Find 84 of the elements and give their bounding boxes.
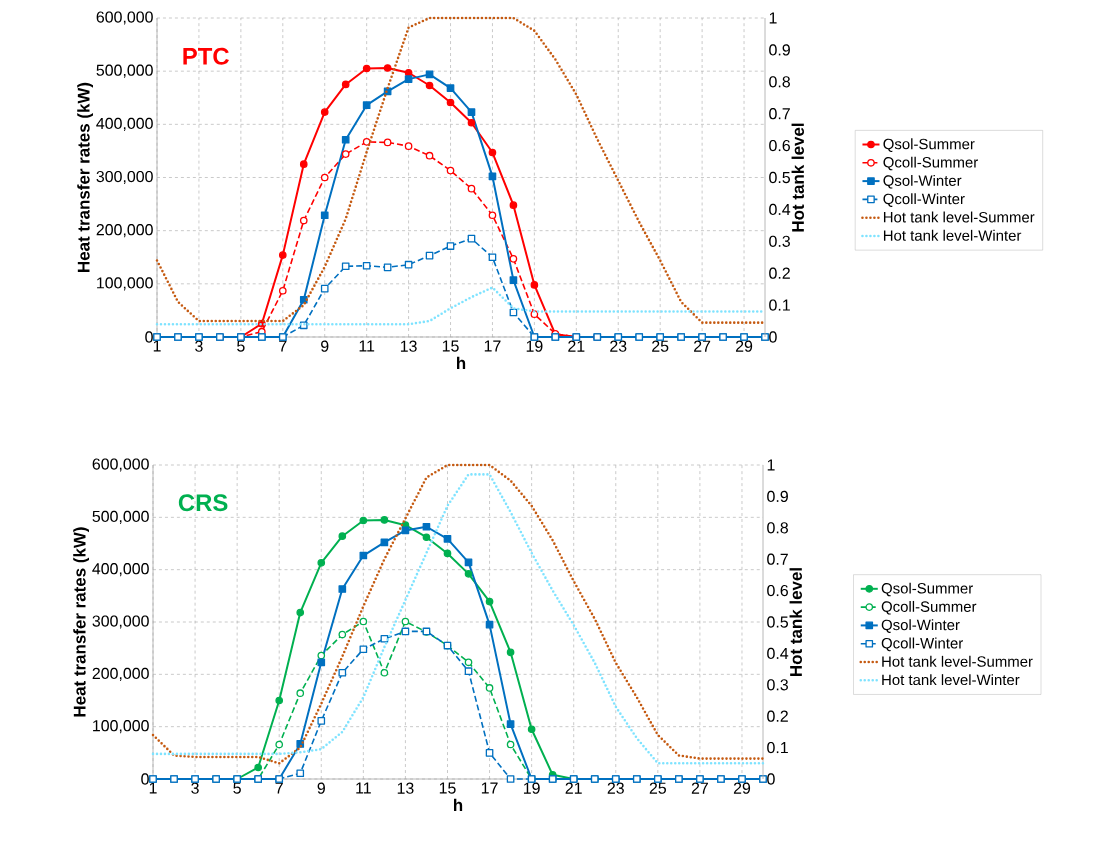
x-tick-label: 1 xyxy=(149,782,157,794)
x-tick-label: 27 xyxy=(691,782,708,794)
y2-tick-label: 1 xyxy=(769,12,777,24)
x-tick-label: 17 xyxy=(484,340,501,352)
legend-label: Hot tank level-Summer xyxy=(883,211,1035,223)
legend-label: Qcoll-Summer xyxy=(883,156,978,171)
legend-label: Qsol-Winter xyxy=(881,619,960,633)
y2-tick-label: 0.6 xyxy=(767,584,788,597)
x-tick-label: 3 xyxy=(191,782,199,794)
x-tick-label: 19 xyxy=(526,340,543,352)
y-tick-label: 300,000 xyxy=(96,170,153,185)
y-tick-label: 0 xyxy=(145,331,153,343)
legend-label: Qcoll-Winter xyxy=(881,637,963,652)
legend-label: Hot tank level-Winter xyxy=(883,229,1022,241)
y-tick-label: 500,000 xyxy=(92,510,149,524)
x-tick-label: 23 xyxy=(610,340,627,352)
x-tick-label: 29 xyxy=(733,782,751,794)
x-tick-label: 7 xyxy=(275,782,283,794)
y-tick-label: 200,000 xyxy=(96,224,153,238)
y2-tick-label: 0.5 xyxy=(769,171,791,184)
x-tick-label: 21 xyxy=(568,340,585,352)
x-tick-label: 23 xyxy=(607,782,624,794)
legend-label: Qsol-Summer xyxy=(881,582,973,597)
legend-label: Qsol-Summer xyxy=(883,138,975,152)
x-tick-label: 13 xyxy=(400,340,417,352)
legend-label: Hot tank level-Summer xyxy=(882,655,1033,667)
y-tick-label: 0 xyxy=(141,773,149,785)
legend-label: Qcoll-Summer xyxy=(881,600,977,615)
y2-tick-label: 0.3 xyxy=(767,679,788,691)
y2-tick-label: 0.4 xyxy=(767,647,789,660)
y-axis-title: Heat transfer rates (kW) xyxy=(77,82,94,272)
y2-tick-label: 0.9 xyxy=(767,490,788,503)
y-tick-label: 300,000 xyxy=(92,615,149,629)
y-tick-label: 100,000 xyxy=(93,720,149,734)
y2-tick-label: 0.8 xyxy=(769,76,790,88)
y2-tick-label: 0.3 xyxy=(769,235,790,247)
x-tick-label: 25 xyxy=(652,340,669,352)
y2-tick-label: 0.8 xyxy=(767,522,788,534)
legend-label: Hot tank level-Winter xyxy=(882,674,1020,686)
x-tick-label: 13 xyxy=(397,782,414,794)
y2-tick-label: 0.7 xyxy=(767,553,788,565)
x-tick-label: 9 xyxy=(321,340,329,352)
y2-tick-label: 0 xyxy=(769,331,777,343)
legend-label: Qcoll-Winter xyxy=(883,193,965,207)
x-tick-label: 11 xyxy=(356,782,371,794)
y2-tick-label: 0.5 xyxy=(767,616,789,628)
y2-tick-label: 1 xyxy=(767,459,775,471)
x-tick-label: 25 xyxy=(649,782,667,794)
y2-tick-label: 0.7 xyxy=(769,108,790,120)
x-tick-label: 17 xyxy=(481,782,498,794)
x-axis-title: h xyxy=(457,356,466,369)
x-tick-label: 21 xyxy=(565,782,582,794)
y-tick-label: 400,000 xyxy=(96,117,153,131)
text: CRS xyxy=(178,494,228,512)
x-tick-label: 15 xyxy=(439,782,456,794)
y2-axis-title: Hot tank level xyxy=(791,123,804,232)
x-axis-title: h xyxy=(454,798,463,811)
y2-tick-label: 0.4 xyxy=(769,203,791,216)
y2-axis-title: Hot tank level xyxy=(789,568,802,676)
y-tick-label: 100,000 xyxy=(97,277,153,291)
x-tick-label: 11 xyxy=(359,340,375,352)
y2-tick-label: 0.6 xyxy=(769,139,790,152)
y2-tick-label: 0.1 xyxy=(767,741,788,754)
y2-tick-label: 0.2 xyxy=(769,267,790,279)
y-tick-label: 500,000 xyxy=(96,64,153,78)
y2-tick-label: 0.2 xyxy=(767,710,788,722)
y2-tick-label: 0.9 xyxy=(769,44,790,56)
y-axis-title: Heat transfer rates (kW) xyxy=(73,527,90,717)
x-tick-label: 29 xyxy=(735,340,753,352)
legend-label: Qsol-Winter xyxy=(883,174,962,189)
y2-tick-label: 0 xyxy=(767,773,775,785)
y-tick-label: 400,000 xyxy=(92,563,149,577)
text: PTC xyxy=(183,47,229,65)
y-tick-label: 600,000 xyxy=(96,11,153,25)
x-tick-label: 27 xyxy=(694,340,711,352)
x-tick-label: 9 xyxy=(317,782,325,794)
x-tick-label: 3 xyxy=(195,340,203,352)
y-tick-label: 200,000 xyxy=(92,667,149,681)
x-tick-label: 19 xyxy=(523,782,540,794)
y2-tick-label: 0.1 xyxy=(769,299,790,311)
x-tick-label: 7 xyxy=(279,340,287,352)
x-tick-label: 15 xyxy=(442,340,459,352)
x-tick-label: 1 xyxy=(153,340,161,352)
y-tick-label: 600,000 xyxy=(92,458,149,472)
